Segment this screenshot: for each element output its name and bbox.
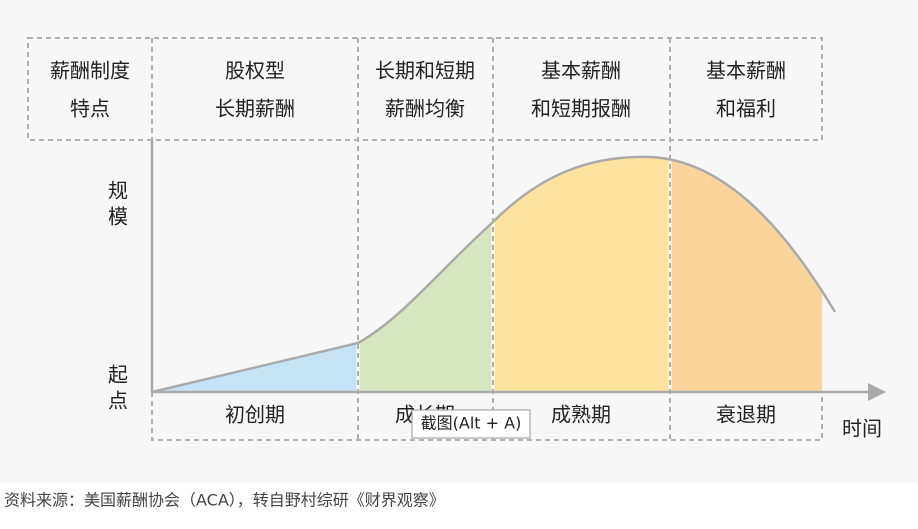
tooltip-text: 截图(Alt + A): [421, 414, 522, 433]
y-label: 规: [108, 179, 128, 203]
stage-area: [670, 159, 822, 392]
lifecycle-curve: [151, 155, 837, 394]
x-axis-arrow: [868, 383, 886, 401]
stage-label: 成熟期: [551, 403, 611, 427]
stage-area: [493, 156, 670, 392]
x-label: 时间: [842, 417, 882, 441]
header-text: 和短期报酬: [531, 97, 631, 121]
header-text: 长期薪酬: [215, 97, 295, 121]
y-label: 起: [108, 363, 128, 387]
header-text: 薪酬均衡: [385, 97, 465, 121]
header-text: 基本薪酬: [706, 59, 786, 83]
y-label: 点: [108, 389, 128, 413]
header-text: 股权型: [225, 59, 285, 83]
area-fills: [152, 156, 822, 392]
stage-label: 衰退期: [716, 403, 776, 427]
header-text: 和福利: [716, 97, 776, 121]
header-text: 基本薪酬: [541, 59, 621, 83]
tooltip-box: [411, 409, 531, 439]
tooltip: 截图(Alt + A): [411, 409, 531, 439]
header-text: 长期和短期: [375, 59, 475, 83]
header-text: 薪酬制度: [50, 59, 130, 83]
source-note: 资料来源：美国薪酬协会（ACA），转自野村综研《财界观察》: [4, 491, 445, 510]
y-label: 模: [108, 205, 128, 229]
stage-area: [358, 222, 493, 392]
stage-label: 初创期: [225, 403, 285, 427]
header-text: 特点: [70, 97, 110, 121]
